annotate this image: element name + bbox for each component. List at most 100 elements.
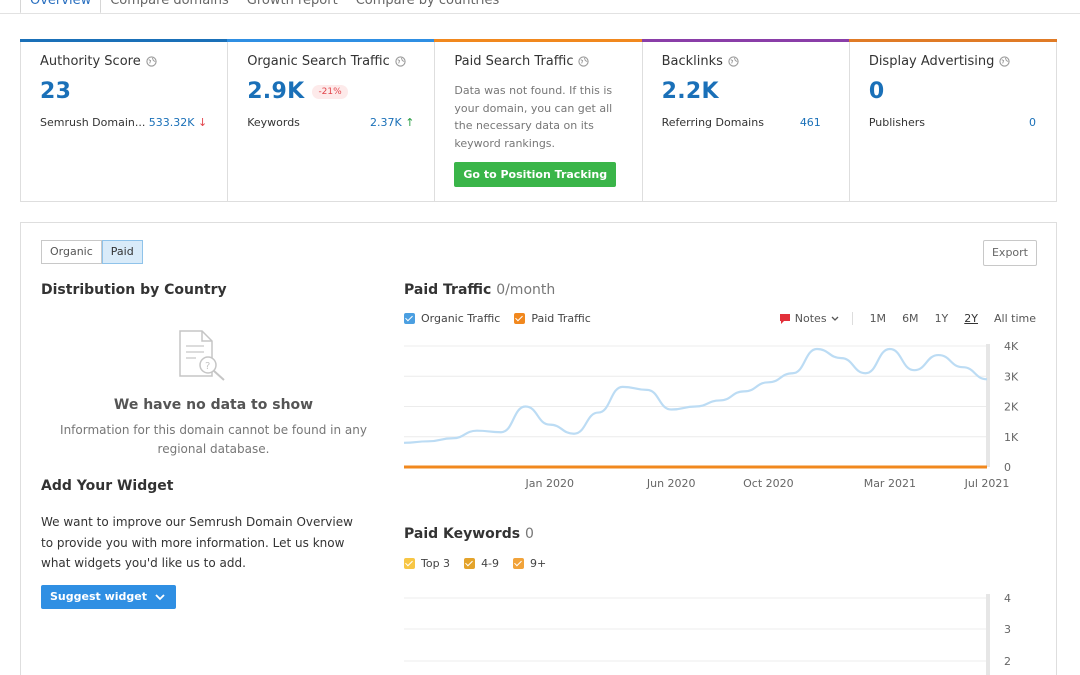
paid-traffic-value: 0/month — [496, 282, 556, 298]
no-data-title: We have no data to show — [113, 397, 314, 413]
card-top-bar — [20, 39, 229, 42]
organic-traffic-number[interactable]: 2.9K — [247, 79, 305, 104]
meta-label: Referring Domains — [661, 116, 764, 129]
change-badge: -21% — [312, 84, 348, 99]
display-advertising-value[interactable]: 0 — [868, 79, 885, 104]
card-title: Authority Score — [40, 54, 207, 69]
paid-traffic-chart: 0 1K 2K 3K 4K Jan 2020 Jun 2020 Oct 2020 Mar 202… — [404, 340, 1019, 490]
keywords-legend: Top 3 4-9 9+ — [404, 557, 546, 570]
card-top-bar — [227, 39, 436, 42]
paid-keywords-value: 0 — [524, 526, 534, 542]
globe-icon[interactable] — [146, 56, 157, 67]
go-to-position-tracking-button[interactable]: Go to Position Tracking — [454, 162, 617, 187]
x-tick-label: Jun 2020 — [646, 477, 696, 490]
y-tick-label: 2K — [1004, 401, 1019, 414]
card-top-bar — [434, 39, 643, 42]
suggest-widget-label: Suggest widget — [50, 590, 147, 603]
card-meta: Referring Domains 461 — [662, 116, 829, 129]
paid-traffic-heading: Paid Traffic 0/month — [404, 282, 555, 298]
tab-compare-by-countries[interactable]: Compare by countries — [355, 0, 500, 8]
checkbox-icon — [404, 558, 415, 569]
backlinks-value[interactable]: 2.2K — [661, 79, 719, 104]
notes-dropdown[interactable]: Notes — [779, 312, 853, 325]
legend-organic-traffic[interactable]: Organic Traffic — [404, 312, 500, 325]
paid-keywords-title: Paid Keywords — [404, 526, 521, 542]
y-tick-label: 3 — [1004, 623, 1011, 636]
overview-panel: Organic Paid Export Distribution by Coun… — [20, 222, 1057, 675]
widget-description: We want to improve our Semrush Domain Ov… — [41, 515, 353, 570]
x-tick-label: Oct 2020 — [743, 477, 794, 490]
paid-keywords-heading: Paid Keywords 0 — [404, 526, 534, 542]
y-tick-label: 1K — [1004, 431, 1019, 444]
paid-keywords-chart: 2 3 4 — [404, 592, 1011, 675]
globe-icon[interactable] — [578, 56, 590, 67]
card-title-label: Organic Search Traffic — [247, 54, 390, 69]
legend-9-plus[interactable]: 9+ — [513, 557, 546, 570]
legend-label: Paid Traffic — [531, 312, 591, 325]
tab-compare-domains[interactable]: Compare domains — [110, 0, 229, 8]
authority-score-value[interactable]: 23 — [40, 79, 72, 104]
x-tick-label: Jul 2021 — [964, 477, 1010, 490]
card-authority-score: Authority Score 23 Semrush Domain... 533… — [20, 39, 229, 201]
meta-label: Publishers — [868, 116, 926, 129]
paid-traffic-title: Paid Traffic — [404, 282, 492, 298]
checkbox-icon — [404, 313, 415, 324]
chevron-down-icon — [155, 593, 165, 600]
legend-paid-traffic[interactable]: Paid Traffic — [514, 312, 591, 325]
domain-tabs: Overview Compare domains Growth report C… — [20, 0, 508, 14]
period-1y[interactable]: 1Y — [934, 312, 949, 325]
toggle-paid[interactable]: Paid — [101, 240, 143, 264]
suggest-widget-button[interactable]: Suggest widget — [41, 585, 176, 609]
organic-traffic-value: 2.9K -21% — [247, 79, 414, 104]
y-tick-label: 0 — [1004, 461, 1011, 474]
legend-4-9[interactable]: 4-9 — [464, 557, 499, 570]
summary-cards: Authority Score 23 Semrush Domain... 533… — [20, 39, 1058, 202]
card-title-label: Paid Search Traffic — [454, 54, 574, 69]
globe-icon[interactable] — [728, 56, 739, 67]
period-1m[interactable]: 1M — [869, 312, 887, 325]
x-tick-label: Mar 2021 — [864, 477, 916, 490]
tab-growth-report[interactable]: Growth report — [246, 0, 338, 8]
checkbox-icon — [513, 558, 525, 569]
y-tick-label: 3K — [1004, 370, 1019, 383]
checkbox-icon — [464, 558, 476, 569]
globe-icon[interactable] — [999, 56, 1011, 67]
legend-label: 4-9 — [481, 557, 500, 570]
no-data-text: Information for this domain cannot be fo… — [60, 423, 367, 456]
meta-label: Semrush Domain... — [40, 116, 146, 129]
export-button[interactable]: Export — [982, 240, 1037, 266]
traffic-legend: Organic Traffic Paid Traffic — [404, 312, 591, 325]
series-line-organic-traffic — [404, 347, 988, 444]
meta-value[interactable]: 0 — [1029, 116, 1037, 129]
meta-label: Keywords — [247, 116, 300, 129]
card-title-label: Display Advertising — [868, 54, 995, 69]
card-title-label: Authority Score — [40, 54, 141, 69]
x-tick-label: Jan 2020 — [525, 477, 574, 490]
tab-overview[interactable]: Overview — [20, 0, 102, 14]
y-tick-label: 4K — [1004, 340, 1019, 353]
card-backlinks: Backlinks 2.2K Referring Domains 461 — [641, 39, 850, 201]
card-meta: Publishers 0 — [869, 116, 1036, 129]
period-2y[interactable]: 2Y — [964, 312, 978, 325]
chevron-down-icon — [831, 316, 839, 321]
legend-label: Organic Traffic — [421, 312, 501, 325]
meta-value[interactable]: 2.37K — [369, 116, 402, 129]
meta-value[interactable]: 533.32K — [148, 116, 195, 129]
meta-value[interactable]: 461 — [799, 116, 821, 129]
period-6m[interactable]: 6M — [902, 312, 919, 325]
globe-icon[interactable] — [395, 56, 406, 67]
card-meta: Semrush Domain... 533.32K ↓ — [40, 116, 207, 129]
svg-text:?: ? — [205, 361, 210, 372]
chart-edge-shade — [986, 344, 990, 467]
card-organic-search-traffic: Organic Search Traffic 2.9K -21% Keyword… — [227, 39, 436, 201]
notes-icon — [779, 313, 790, 324]
card-title: Display Advertising — [869, 54, 1036, 69]
distribution-by-country-title: Distribution by Country — [41, 282, 227, 298]
legend-top-3[interactable]: Top 3 — [404, 557, 450, 570]
arrow-up-icon: ↑ — [405, 116, 415, 129]
toggle-organic[interactable]: Organic — [41, 240, 102, 264]
paid-not-found-message: Data was not found. If this is your doma… — [454, 84, 613, 150]
period-all-time[interactable]: All time — [994, 312, 1036, 325]
tabs-divider — [0, 13, 1080, 14]
y-tick-label: 4 — [1004, 592, 1011, 605]
